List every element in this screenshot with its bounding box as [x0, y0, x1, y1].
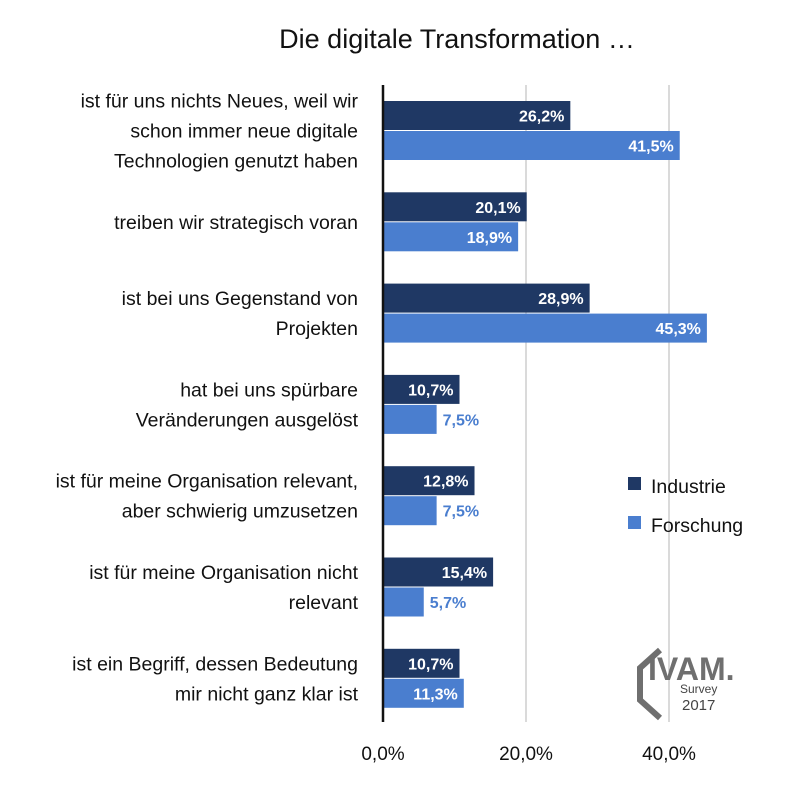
bar-forschung [383, 678, 464, 708]
logo-bracket-icon [637, 647, 663, 721]
bar-industrie [383, 283, 590, 313]
category-label: schon immer neue digitale [130, 121, 358, 143]
category-label: Technologien genutzt haben [114, 151, 358, 173]
bar-industrie [383, 466, 475, 496]
legend-swatch-forschung [628, 516, 641, 529]
data-label: 5,7% [430, 595, 466, 612]
category-label: relevant [289, 592, 359, 614]
bar-industrie [383, 192, 527, 222]
data-label: 7,5% [443, 504, 479, 521]
logo-text: IVAM. [648, 651, 735, 687]
chart-title: Die digitale Transformation … [279, 24, 635, 54]
category-label: ist ein Begriff, dessen Bedeutung [72, 653, 358, 675]
category-label: treiben wir strategisch voran [114, 212, 358, 234]
data-label: 28,9% [538, 291, 583, 308]
bar-forschung [383, 222, 519, 252]
data-label: 12,8% [423, 474, 468, 491]
data-label: 7,5% [443, 412, 479, 429]
data-label: 26,2% [519, 109, 564, 126]
data-label: 20,1% [475, 200, 520, 217]
category-label: aber schwierig umzusetzen [122, 501, 358, 523]
data-label: 18,9% [467, 230, 512, 247]
bar-industrie [383, 557, 494, 587]
x-tick-label: 0,0% [361, 744, 404, 765]
legend-label-forschung: Forschung [651, 515, 743, 537]
category-label: ist bei uns Gegenstand von [122, 288, 358, 310]
ivam-logo: IVAM. Survey 2017 [637, 647, 735, 721]
legend-swatch-industrie [628, 477, 641, 490]
logo-year: 2017 [682, 697, 715, 714]
x-tick-label: 40,0% [642, 744, 696, 765]
category-label: hat bei uns spürbare [180, 379, 358, 401]
gridlines [525, 85, 670, 722]
category-label: Projekten [276, 318, 358, 340]
category-label: mir nicht ganz klar ist [175, 683, 359, 705]
bar-forschung [383, 313, 707, 343]
category-label: ist für meine Organisation relevant, [56, 471, 358, 493]
category-label: ist für uns nichts Neues, weil wir [81, 91, 359, 113]
legend-label-industrie: Industrie [651, 476, 726, 498]
data-label: 45,3% [656, 321, 701, 338]
category-label: ist für meine Organisation nicht [89, 562, 358, 584]
bars-layer: 26,2% 41,5% 20,1% 18,9% 28,9% 45,3% 10,7% 7,5% 1… [383, 101, 707, 708]
legend: Industrie Forschung [628, 476, 743, 537]
x-tick-label: 20,0% [499, 744, 553, 765]
x-axis-tick-labels: 0,0% 20,0% 40,0% [361, 744, 696, 765]
bar-forschung [383, 587, 424, 617]
data-label: 15,4% [442, 565, 487, 582]
logo-subtitle: Survey [680, 682, 717, 696]
category-labels: ist für uns nichts Neues, weil wir schon … [56, 91, 359, 706]
data-label: 11,3% [413, 686, 457, 703]
data-label: 41,5% [628, 139, 673, 156]
bar-industrie [383, 101, 571, 130]
data-label: 10,7% [408, 382, 453, 399]
data-label: 10,7% [408, 656, 453, 673]
bar-forschung [383, 131, 680, 160]
category-label: Veränderungen ausgelöst [136, 409, 359, 431]
bar-forschung [383, 404, 437, 434]
bar-industrie [383, 374, 460, 404]
bar-industrie [383, 648, 460, 678]
bar-forschung [383, 496, 437, 526]
